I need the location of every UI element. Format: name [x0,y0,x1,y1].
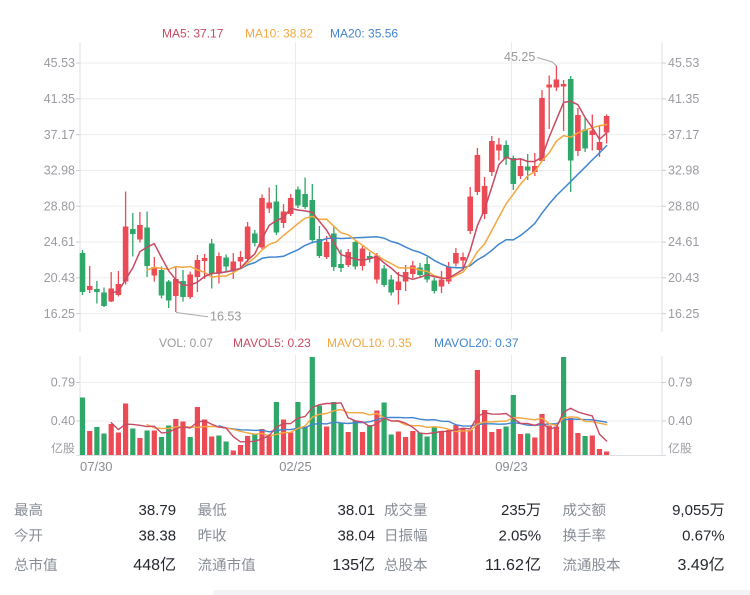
svg-text:38.01: 38.01 [338,502,376,519]
svg-text:24.61: 24.61 [668,235,699,249]
svg-text:VOL: 0.07: VOL: 0.07 [159,336,213,350]
svg-text:0.67%: 0.67% [682,528,725,545]
svg-text:16.53: 16.53 [210,310,241,324]
svg-text:38.04: 38.04 [338,528,376,545]
svg-text:448: 448 [133,557,160,574]
svg-text:41.35: 41.35 [44,92,75,106]
svg-text:28.80: 28.80 [668,199,699,213]
svg-text:45.53: 45.53 [44,56,75,70]
svg-text:2.05%: 2.05% [499,528,542,545]
svg-text:MA10: 38.82: MA10: 38.82 [245,27,313,41]
svg-text:45.25: 45.25 [504,50,535,64]
svg-text:38.79: 38.79 [139,502,177,519]
svg-text:09/23: 09/23 [495,459,528,474]
svg-text:MAVOL20: 0.37: MAVOL20: 0.37 [434,336,519,350]
svg-text:37.17: 37.17 [44,128,75,142]
svg-text:37.17: 37.17 [668,128,699,142]
svg-text:0.79: 0.79 [51,376,75,390]
svg-text:MA20: 35.56: MA20: 35.56 [330,27,398,41]
svg-text:38.38: 38.38 [139,528,177,545]
svg-text:11.62: 11.62 [485,557,524,574]
svg-text:MAVOL10: 0.35: MAVOL10: 0.35 [327,336,412,350]
svg-text:45.53: 45.53 [668,56,699,70]
svg-text:16.25: 16.25 [44,307,75,321]
svg-text:28.80: 28.80 [44,199,75,213]
svg-text:02/25: 02/25 [279,459,312,474]
svg-text:3.49: 3.49 [678,557,709,574]
svg-text:235: 235 [501,502,526,519]
svg-text:9,055: 9,055 [672,502,710,519]
svg-text:0.79: 0.79 [668,376,692,390]
svg-text:07/30: 07/30 [80,459,113,474]
svg-text:MAVOL5: 0.23: MAVOL5: 0.23 [233,336,311,350]
svg-text:16.25: 16.25 [668,307,699,321]
svg-text:135: 135 [332,557,359,574]
svg-text:41.35: 41.35 [668,92,699,106]
svg-text:20.43: 20.43 [668,271,699,285]
svg-text:20.43: 20.43 [44,271,75,285]
svg-text:0.40: 0.40 [668,414,692,428]
svg-text:MA5: 37.17: MA5: 37.17 [162,27,224,41]
svg-text:24.61: 24.61 [44,235,75,249]
svg-text:32.98: 32.98 [668,164,699,178]
svg-text:0.40: 0.40 [51,414,75,428]
svg-text:32.98: 32.98 [44,164,75,178]
